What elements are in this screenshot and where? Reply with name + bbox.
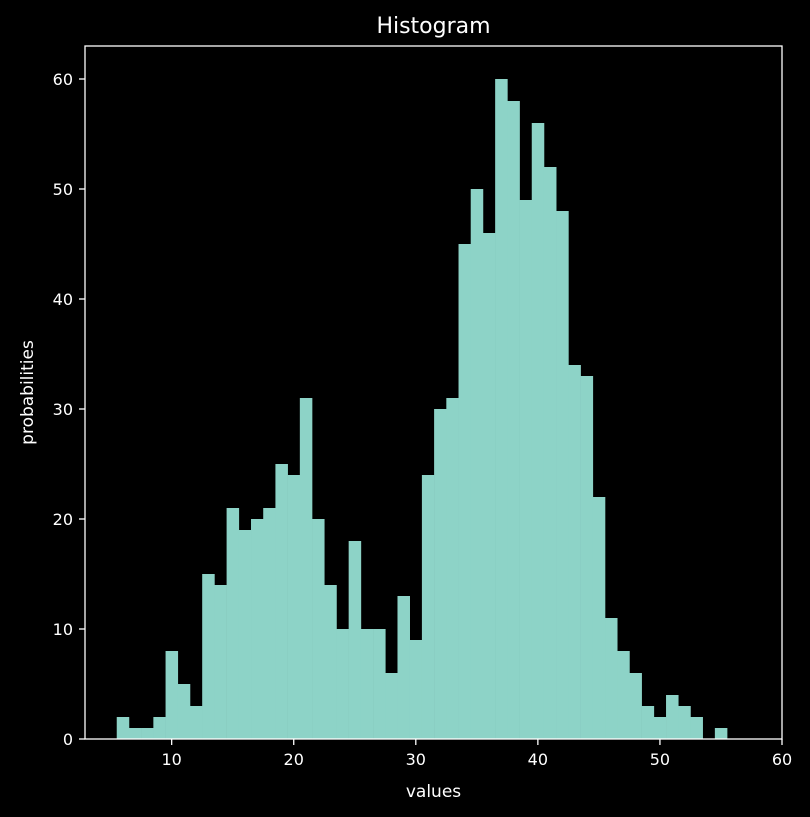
histogram-bar xyxy=(214,585,227,739)
histogram-bar xyxy=(202,574,215,739)
histogram-bar xyxy=(360,629,374,739)
x-axis-label: values xyxy=(406,782,461,802)
histogram-bar xyxy=(556,211,569,739)
histogram-bar xyxy=(580,376,594,739)
axes-frame xyxy=(84,45,783,740)
histogram-bar xyxy=(482,233,496,739)
histogram-bar xyxy=(629,673,642,739)
histogram-bar xyxy=(153,717,166,739)
histogram-bar xyxy=(653,717,667,739)
y-tick-label: 0 xyxy=(63,730,73,749)
histogram-bar xyxy=(678,706,691,739)
histogram-bar xyxy=(714,728,728,739)
histogram-bar xyxy=(605,618,618,739)
y-axis-label: probabilities xyxy=(18,340,38,445)
histogram-bar xyxy=(189,706,203,739)
histogram-bar xyxy=(641,706,655,739)
histogram-bar xyxy=(434,409,447,739)
histogram-bar xyxy=(397,596,410,739)
histogram-bar xyxy=(568,365,581,739)
histogram-bar xyxy=(666,695,679,739)
histogram-bar xyxy=(116,717,130,739)
histogram-bar xyxy=(141,728,154,739)
histogram-bar xyxy=(421,475,435,739)
histogram-bar xyxy=(128,728,142,739)
x-ticks-group: 10 20 30 40 50 60 xyxy=(161,739,792,769)
histogram-bar xyxy=(312,519,325,739)
histogram-bar xyxy=(238,530,252,739)
histogram-bar xyxy=(251,519,264,739)
histogram-bar xyxy=(592,497,606,739)
y-tick-label: 20 xyxy=(53,510,73,529)
histogram-bar xyxy=(348,541,362,739)
bars-group xyxy=(116,79,728,739)
histogram-bar xyxy=(177,684,191,739)
histogram-bar xyxy=(324,585,337,739)
y-tick-label: 60 xyxy=(53,70,73,89)
histogram-bar xyxy=(275,464,288,739)
histogram-bar xyxy=(470,189,484,739)
y-ticks-group: 0 10 20 30 40 50 60 xyxy=(53,70,85,749)
histogram-bar xyxy=(531,123,545,739)
histogram-bar xyxy=(519,200,533,739)
histogram-bar xyxy=(299,398,313,739)
histogram-bar xyxy=(507,101,520,739)
histogram-bar xyxy=(287,475,301,739)
chart-title: Histogram xyxy=(376,14,490,39)
histogram-bar xyxy=(495,79,508,739)
x-tick-label: 20 xyxy=(284,750,304,769)
x-tick-label: 30 xyxy=(406,750,426,769)
histogram-bar xyxy=(165,651,179,739)
histogram-bar xyxy=(690,717,703,739)
histogram-bar xyxy=(226,508,240,739)
x-tick-label: 40 xyxy=(528,750,548,769)
histogram-bar xyxy=(458,244,472,739)
histogram-bar xyxy=(617,651,630,739)
histogram-bar xyxy=(446,398,459,739)
y-tick-label: 50 xyxy=(53,180,73,199)
histogram-bar xyxy=(409,640,423,739)
histogram-bar xyxy=(385,673,398,739)
histogram-bar xyxy=(263,508,276,739)
x-tick-label: 60 xyxy=(772,750,792,769)
x-tick-label: 10 xyxy=(161,750,181,769)
y-tick-label: 40 xyxy=(53,290,73,309)
y-tick-label: 30 xyxy=(53,400,73,419)
y-tick-label: 10 xyxy=(53,620,73,639)
histogram-bar xyxy=(373,629,386,739)
histogram-bar xyxy=(543,167,557,739)
histogram-bar xyxy=(336,629,349,739)
x-tick-label: 50 xyxy=(650,750,670,769)
